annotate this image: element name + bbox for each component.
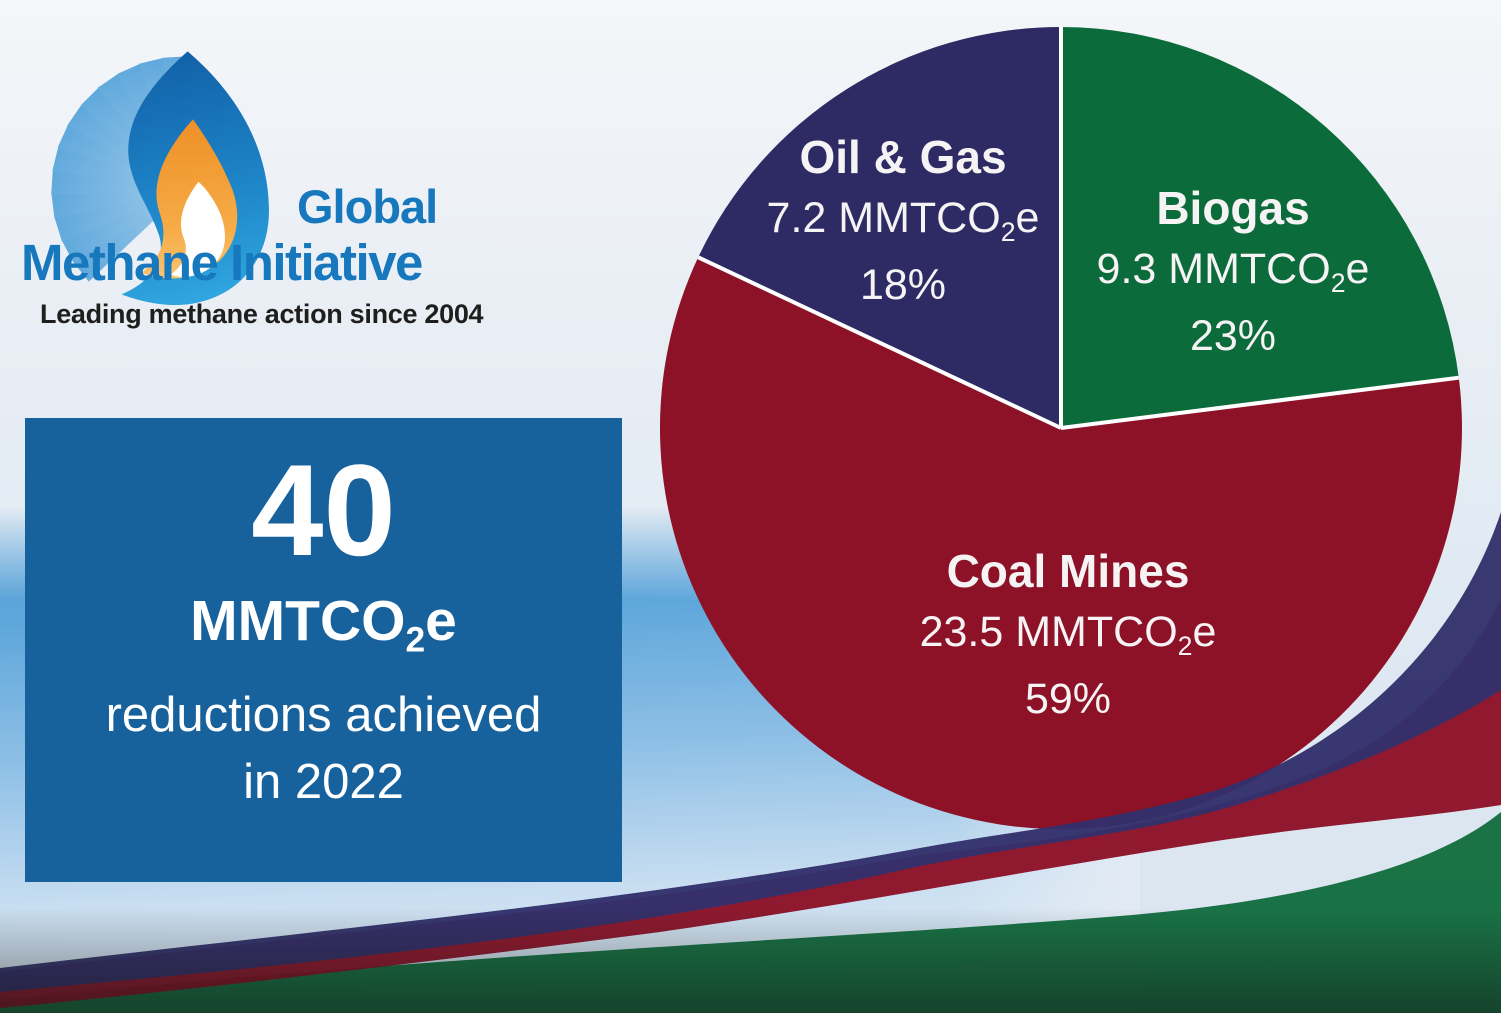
gmi-logo: Global Methane Initiative Leading methan… [0, 0, 560, 350]
highlight-box: 40 MMTCO2e reductions achieved in 2022 [25, 418, 622, 882]
pie-slice-separator [1060, 375, 1460, 430]
slice-value: 23.5 MMTCO2e [919, 608, 1217, 662]
slice-percent: 23% [1189, 312, 1277, 361]
pie-slice-oil-gas [698, 27, 1061, 428]
highlight-number: 40 [251, 437, 396, 583]
slice-percent: 18% [859, 261, 947, 310]
highlight-caption-line1: reductions achieved [105, 687, 542, 742]
slice-name: Oil & Gas [799, 131, 1007, 183]
slice-name: Biogas [1156, 182, 1310, 234]
flame-core-icon [170, 181, 225, 277]
slice-percent: 59% [1024, 675, 1112, 724]
pie-slice-separator [697, 255, 1062, 430]
brand-tagline: Leading methane action since 2004 [40, 299, 484, 329]
highlight-caption-line2: in 2022 [243, 755, 404, 810]
brand-name-line1: Global [297, 180, 438, 233]
slice-value: 9.3 MMTCO2e [1096, 245, 1370, 299]
highlight-unit: MMTCO2e [190, 588, 457, 660]
pie-label-oil-gas: Oil & Gas 7.2 MMTCO2e 18% [703, 133, 1103, 308]
gmi-flame-sunburst-icon [51, 51, 269, 306]
slice-name: Coal Mines [946, 545, 1190, 597]
slice-value: 7.2 MMTCO2e [766, 194, 1040, 248]
swoosh-navy [0, 512, 1501, 992]
brand-name-line2: Methane Initiative [21, 234, 423, 291]
pie-slice-coal-mines [659, 257, 1462, 830]
bottom-shadow-gradient [0, 908, 1501, 1013]
pie-label-coal-mines: Coal Mines 23.5 MMTCO2e 59% [868, 547, 1268, 722]
pie-slice-biogas [1061, 27, 1459, 428]
pie-label-biogas: Biogas 9.3 MMTCO2e 23% [1033, 184, 1433, 359]
